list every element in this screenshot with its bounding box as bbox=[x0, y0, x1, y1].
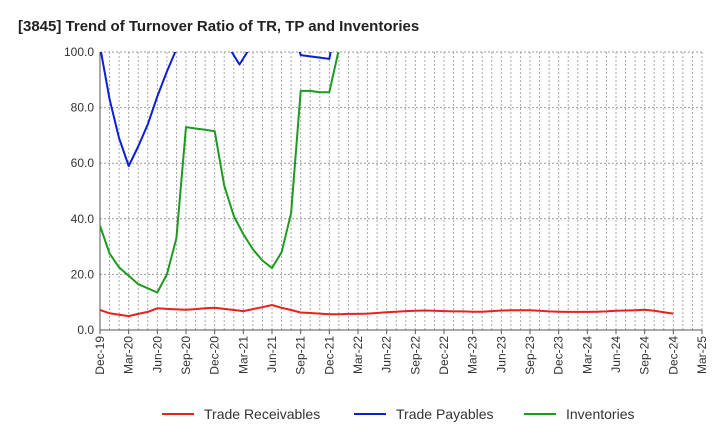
x-tick-label: Jun-23 bbox=[494, 336, 508, 373]
series-line-trade-payables bbox=[298, 52, 332, 60]
series-line-trade-payables bbox=[230, 52, 249, 66]
x-tick-label: Mar-20 bbox=[122, 336, 136, 374]
x-tick-label: Jun-24 bbox=[609, 336, 623, 373]
chart-title: [3845] Trend of Turnover Ratio of TR, TP… bbox=[18, 18, 419, 35]
plot-area: 0.0 20.0 40.0 60.0 80.0 100.0 Dec-19 Mar-20 Jun-… bbox=[64, 45, 709, 375]
y-tick-label: 40.0 bbox=[71, 212, 95, 226]
series-line-trade-payables bbox=[100, 52, 177, 167]
x-tick-label: Dec-23 bbox=[552, 336, 566, 375]
series-line-inventories bbox=[100, 52, 340, 294]
x-tick-label: Mar-23 bbox=[466, 336, 480, 374]
x-tick-label: Sep-22 bbox=[408, 336, 422, 375]
x-tick-label: Dec-22 bbox=[437, 336, 451, 375]
legend-label-inventories: Inventories bbox=[566, 406, 634, 422]
x-tick-label: Mar-21 bbox=[236, 336, 250, 374]
x-tick-label: Mar-25 bbox=[695, 336, 709, 374]
series-line-trade-receivables bbox=[100, 304, 674, 318]
y-tick-label: 60.0 bbox=[71, 156, 95, 170]
x-tick-label: Dec-20 bbox=[208, 336, 222, 375]
y-tick-label: 100.0 bbox=[64, 45, 94, 59]
x-tick-label: Dec-21 bbox=[322, 336, 336, 375]
x-tick-label: Mar-22 bbox=[351, 336, 365, 374]
x-tick-label: Dec-19 bbox=[93, 336, 107, 375]
x-tick-label: Jun-20 bbox=[150, 336, 164, 373]
legend-label-trade-receivables: Trade Receivables bbox=[204, 406, 320, 422]
legend-label-trade-payables: Trade Payables bbox=[396, 406, 494, 422]
x-tick-label: Sep-21 bbox=[294, 336, 308, 375]
y-tick-label: 20.0 bbox=[71, 267, 95, 281]
y-tick-label: 0.0 bbox=[77, 323, 94, 337]
x-tick-label: Sep-20 bbox=[179, 336, 193, 375]
x-tick-label: Sep-24 bbox=[638, 336, 652, 375]
x-tick-label: Mar-24 bbox=[580, 336, 594, 374]
x-tick-label: Jun-21 bbox=[265, 336, 279, 373]
chart-legend: Trade Receivables Trade Payables Inventori… bbox=[162, 406, 634, 422]
series-lines bbox=[100, 52, 674, 318]
x-tick-label: Sep-23 bbox=[523, 336, 537, 375]
y-tick-label: 80.0 bbox=[71, 101, 95, 115]
x-tick-label: Dec-24 bbox=[666, 336, 680, 375]
x-tick-label: Jun-22 bbox=[380, 336, 394, 373]
